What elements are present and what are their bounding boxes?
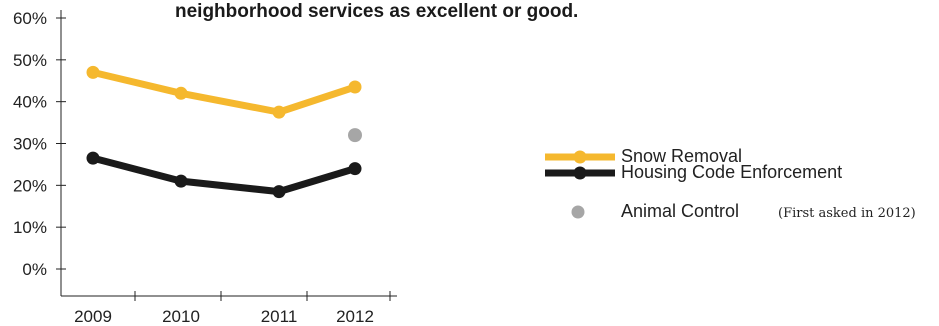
data-point — [86, 65, 100, 79]
x-axis-ticks: 2009 2010 2011 2012 — [74, 291, 391, 326]
x-tick-label: 2011 — [261, 307, 298, 326]
legend-label: Animal Control — [621, 201, 739, 221]
data-point — [272, 185, 286, 199]
x-tick-label: 2009 — [74, 307, 112, 326]
data-point — [348, 80, 362, 94]
chart-title: neighborhood services as excellent or go… — [175, 1, 578, 22]
y-tick-label: 60% — [13, 9, 47, 28]
y-tick-label: 50% — [13, 51, 47, 70]
legend-label: Snow Removal — [621, 146, 742, 166]
y-tick-label: 40% — [13, 93, 47, 112]
data-point — [272, 105, 286, 119]
y-tick-label: 20% — [13, 176, 47, 195]
data-point — [174, 174, 188, 188]
series-line — [89, 68, 359, 116]
legend-swatch-marker — [571, 205, 585, 219]
y-tick-label: 10% — [13, 218, 47, 237]
data-point — [348, 128, 362, 143]
data-point — [174, 86, 188, 100]
x-tick-label: 2010 — [162, 307, 200, 326]
data-point — [348, 162, 362, 176]
y-axis-ticks: 60% 50% 40% 30% 20% 10% 0% — [13, 9, 66, 279]
data-point — [86, 151, 100, 165]
x-tick-label: 2012 — [336, 307, 374, 326]
y-tick-label: 30% — [13, 135, 47, 154]
legend-swatch-marker — [573, 166, 587, 180]
legend-label: Housing Code Enforcement — [621, 162, 842, 182]
series-line — [89, 154, 359, 196]
series-layer — [86, 65, 362, 199]
legend-swatch-marker — [573, 150, 587, 164]
legend-note: (First asked in 2012) — [778, 206, 916, 221]
y-tick-label: 0% — [22, 260, 47, 279]
